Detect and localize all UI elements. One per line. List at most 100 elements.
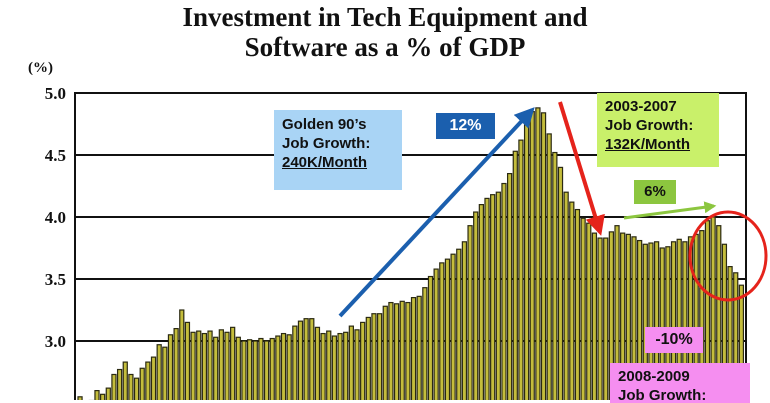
bar xyxy=(433,268,439,400)
bar xyxy=(292,325,298,400)
bar xyxy=(320,332,326,400)
bar xyxy=(563,191,569,400)
bar xyxy=(162,346,168,400)
bar xyxy=(501,182,507,400)
bar xyxy=(399,300,405,400)
bar xyxy=(682,241,688,400)
bar xyxy=(150,356,157,400)
bar xyxy=(676,238,682,400)
bar xyxy=(642,243,648,400)
annotation-golden-90s: Golden 90’s Job Growth: 240K/Month xyxy=(274,110,402,190)
bar xyxy=(337,332,343,400)
bar xyxy=(241,340,247,400)
bar xyxy=(218,329,224,400)
bar xyxy=(523,120,530,400)
annotation-minus-10-percent: -10% xyxy=(645,327,703,353)
bar xyxy=(495,191,501,400)
bar xyxy=(603,237,609,400)
bar xyxy=(727,266,733,400)
bar xyxy=(139,367,145,400)
bar xyxy=(405,301,411,400)
bar xyxy=(331,335,338,400)
bar xyxy=(343,331,349,400)
bar xyxy=(631,236,637,400)
y-tick-label: 4.0 xyxy=(45,208,66,227)
bar xyxy=(484,197,490,400)
bar xyxy=(591,232,598,400)
bar xyxy=(77,396,83,400)
bar xyxy=(376,313,383,400)
bar xyxy=(179,309,185,400)
bar xyxy=(393,303,400,400)
bar xyxy=(207,330,213,400)
bar xyxy=(326,330,332,400)
y-axis-unit: (%) xyxy=(28,60,53,76)
bar xyxy=(348,325,354,400)
bar xyxy=(738,284,745,400)
bar xyxy=(173,328,179,400)
bar xyxy=(190,331,196,400)
highlight-circle xyxy=(688,210,768,302)
annotation-2003-2007: 2003-2007 Job Growth: 132K/Month xyxy=(597,93,719,167)
bar xyxy=(116,368,123,400)
mid-job-growth-value: 132K/Month xyxy=(605,136,691,153)
bar xyxy=(94,390,100,400)
bar xyxy=(252,340,258,400)
bar xyxy=(574,208,581,400)
bar xyxy=(201,332,208,400)
bar xyxy=(309,318,315,400)
bar xyxy=(535,107,541,400)
bar xyxy=(258,337,264,400)
ticks-layer: 5.0 4.5 4.0 3.5 3.0 xyxy=(45,84,66,351)
golden-line-1: Golden 90’s xyxy=(282,116,367,133)
bar xyxy=(122,361,128,400)
bar xyxy=(512,150,518,400)
bar xyxy=(636,239,643,400)
bar xyxy=(716,225,722,400)
y-tick-label: 3.5 xyxy=(45,270,66,289)
annotation-arrows xyxy=(338,101,768,318)
chart-title-line-1: Investment in Tech Equipment and xyxy=(182,2,588,32)
bar xyxy=(246,339,253,400)
bar xyxy=(467,225,473,400)
golden-line-2: Job Growth: xyxy=(282,135,371,152)
bar xyxy=(473,211,479,400)
bar xyxy=(439,262,445,400)
recent-line-1: 2008-2009 xyxy=(618,368,690,385)
bar xyxy=(557,166,564,400)
bar xyxy=(213,336,219,400)
bar xyxy=(586,222,592,400)
bar xyxy=(416,295,422,400)
growth-arrow-blue xyxy=(338,107,535,318)
bar xyxy=(382,305,388,400)
bar xyxy=(478,204,484,400)
bar xyxy=(354,329,360,400)
bar xyxy=(444,258,451,400)
y-tick-label: 4.5 xyxy=(45,146,66,165)
bar xyxy=(665,246,671,400)
annotation-2008-2009: 2008-2009 Job Growth: xyxy=(610,363,750,403)
bar xyxy=(608,231,615,400)
bar xyxy=(280,332,287,400)
bar xyxy=(506,173,513,400)
mid-line-1: 2003-2007 xyxy=(605,98,677,115)
bar xyxy=(388,301,394,400)
bar xyxy=(653,241,660,400)
growth-arrow-green xyxy=(623,201,717,220)
bar xyxy=(450,253,456,400)
bar xyxy=(196,330,202,400)
bar xyxy=(111,373,117,400)
bar xyxy=(625,233,631,400)
mid-line-2: Job Growth: xyxy=(605,117,694,134)
bar xyxy=(540,112,547,400)
bar xyxy=(145,361,151,400)
bar xyxy=(235,336,241,400)
chart-title-line-2: Software as a % of GDP xyxy=(244,32,526,62)
bar xyxy=(263,340,270,400)
bar xyxy=(360,321,366,400)
bar xyxy=(286,334,292,400)
recent-line-2: Job Growth: xyxy=(618,387,707,403)
bar xyxy=(105,387,111,400)
bar xyxy=(156,344,162,400)
